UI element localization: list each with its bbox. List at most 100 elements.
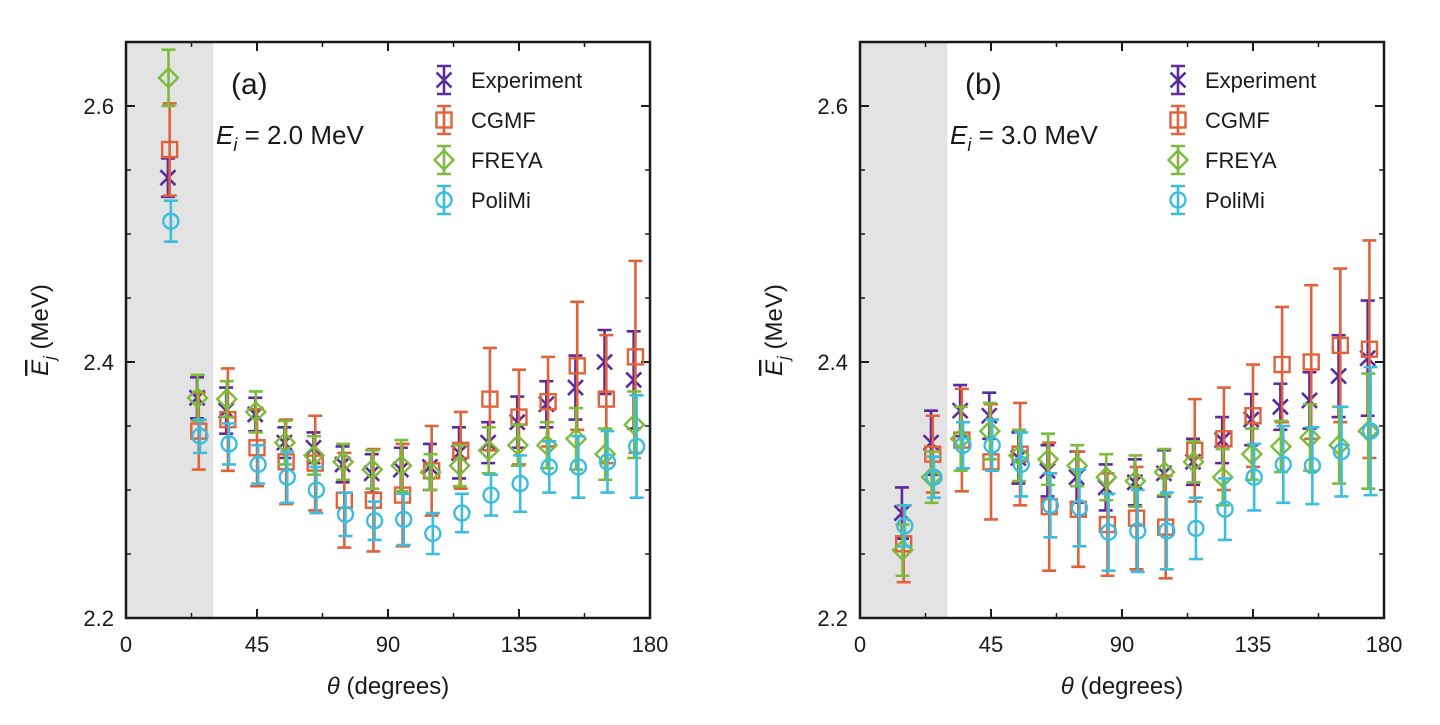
x-axis-title: θ (degrees)	[1061, 673, 1183, 700]
data-point-cgmf	[481, 390, 499, 408]
data-point-freya	[623, 413, 646, 436]
error-bar	[219, 379, 234, 419]
x-tick-label: 90	[1110, 632, 1134, 657]
legend: Experiment CGMF FREYA PoliMi	[432, 64, 582, 216]
data-point-cgmf	[539, 392, 557, 411]
error-bar	[627, 390, 642, 460]
panel-label: (a)	[231, 68, 268, 101]
legend-marker-cgmf	[435, 111, 453, 129]
data-point-polimi	[925, 468, 943, 486]
x-tick-label: 90	[376, 632, 400, 657]
data-point-polimi	[1099, 523, 1118, 541]
data-point-experiment	[625, 371, 643, 389]
data-point-freya	[593, 442, 617, 466]
error-bar	[163, 199, 178, 243]
data-point-freya	[1327, 434, 1351, 457]
data-point-freya	[1211, 466, 1234, 489]
data-point-freya	[1153, 460, 1176, 484]
data-point-experiment	[596, 353, 614, 371]
data-point-freya	[1357, 419, 1380, 443]
data-point-polimi	[983, 436, 1001, 454]
data-point-polimi	[220, 435, 238, 453]
legend-label-freya: FREYA	[471, 148, 543, 173]
error-bar	[394, 438, 409, 493]
data-point-cgmf	[1331, 336, 1350, 355]
error-bar	[897, 504, 912, 548]
error-bar	[1244, 427, 1259, 482]
error-bar	[926, 455, 941, 499]
error-bar	[1014, 431, 1029, 498]
y-axis-title: Ej (MeV)	[27, 284, 59, 376]
legend-label-experiment: Experiment	[471, 68, 582, 93]
y-tick-label: 2.4	[817, 350, 848, 375]
error-bar	[452, 443, 467, 488]
legend-marker-freya	[432, 148, 456, 172]
data-point-polimi	[1332, 442, 1351, 461]
y-axis-title: Ej (MeV)	[761, 284, 793, 376]
legend-error-bar	[1171, 104, 1185, 136]
error-bar	[251, 443, 266, 485]
legend-marker-experiment	[1169, 71, 1187, 89]
legend: Experiment CGMF FREYA PoliMi	[1166, 64, 1316, 216]
data-point-cgmf	[597, 390, 616, 408]
series-polimi	[162, 199, 646, 556]
y-tick-label: 2.4	[83, 350, 114, 375]
data-point-polimi	[1303, 456, 1322, 475]
error-bar	[629, 393, 644, 499]
data-point-freya	[920, 466, 943, 489]
data-point-freya	[419, 460, 442, 484]
data-point-polimi	[307, 481, 326, 499]
data-point-polimi	[598, 453, 617, 471]
error-bar	[1157, 447, 1172, 497]
data-point-polimi	[627, 437, 646, 456]
data-point-polimi	[1216, 500, 1234, 518]
legend-error-bar	[1171, 184, 1185, 216]
error-bar	[425, 511, 440, 556]
error-bar	[1072, 468, 1087, 548]
legend-marker-cgmf	[1169, 111, 1187, 129]
error-bar	[161, 48, 176, 108]
error-bar	[1041, 432, 1056, 487]
data-point-cgmf	[1215, 430, 1233, 448]
data-point-cgmf	[1273, 355, 1291, 374]
legend-marker-experiment	[435, 71, 453, 89]
error-bar	[336, 442, 351, 482]
y-tick-label: 2.2	[817, 606, 848, 631]
data-point-polimi	[249, 455, 267, 474]
data-point-experiment	[1330, 367, 1348, 385]
x-tick-label: 135	[1235, 632, 1272, 657]
data-point-freya	[1036, 448, 1060, 471]
data-point-freya	[361, 458, 384, 481]
data-point-freya	[978, 419, 1002, 443]
data-point-polimi	[453, 504, 471, 522]
x-tick-label: 180	[1366, 632, 1403, 657]
error-bar	[1305, 425, 1320, 506]
error-bar	[1130, 488, 1145, 574]
x-tick-label: 0	[120, 632, 132, 657]
chart-panel-a: 0 45 90 135 180 2.2 2.4 2.6 θ (degrees) Ej (MeV) (…	[27, 40, 669, 700]
x-tick-label: 180	[632, 632, 669, 657]
data-point-cgmf	[160, 140, 179, 159]
chart-panel-b: 0 45 90 135 180 2.2 2.4 2.6 θ (degrees) Ej (MeV) (…	[761, 40, 1403, 700]
series-polimi	[896, 365, 1380, 574]
error-bar	[367, 500, 382, 542]
error-bar	[309, 465, 324, 515]
error-bar	[277, 419, 292, 466]
legend-error-bar	[437, 104, 451, 136]
error-bar	[600, 429, 615, 494]
y-tick-label: 2.6	[817, 94, 848, 119]
series-cgmf	[894, 239, 1379, 584]
data-point-freya	[1182, 450, 1205, 474]
data-point-polimi	[1274, 455, 1292, 474]
data-point-freya	[949, 427, 972, 450]
data-point-polimi	[540, 458, 558, 476]
error-bar	[1361, 372, 1376, 491]
legend-label-cgmf: CGMF	[1205, 108, 1270, 133]
error-bar	[513, 454, 528, 514]
data-point-polimi	[896, 517, 914, 535]
data-point-polimi	[278, 468, 296, 486]
data-point-freya	[1269, 435, 1293, 458]
data-point-polimi	[336, 505, 355, 524]
data-point-freya	[448, 454, 471, 477]
